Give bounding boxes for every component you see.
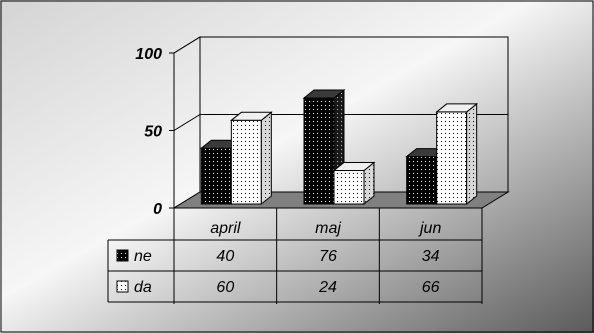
- bar-front: [333, 170, 365, 205]
- legend-label: ne: [134, 248, 152, 265]
- bar-side: [260, 111, 272, 206]
- data-table: april maj jun ne 40 76 34 da 60 24 66: [107, 208, 483, 304]
- data-label: 24: [318, 279, 337, 296]
- category-label: maj: [315, 220, 341, 237]
- legend-label: da: [134, 279, 152, 296]
- bar-side: [466, 102, 478, 206]
- gridline-side: [173, 114, 201, 131]
- bar-top: [435, 103, 479, 113]
- bar-front: [406, 156, 438, 205]
- category-label: jun: [418, 220, 441, 237]
- bar-da-jun: [435, 102, 479, 206]
- y-axis: 0 50 100: [135, 46, 174, 218]
- data-label: 34: [422, 248, 440, 265]
- gridline-side: [173, 36, 201, 54]
- data-label: 66: [422, 279, 440, 296]
- bar-front: [436, 111, 468, 205]
- category-label: april: [210, 220, 241, 237]
- chart-bars: [199, 88, 479, 206]
- data-label: 76: [319, 248, 337, 265]
- y-tick-label: 0: [153, 201, 162, 218]
- y-tick-label: 50: [144, 124, 162, 141]
- bar-front: [230, 119, 262, 205]
- bar-front: [303, 97, 335, 205]
- bar-da-maj: [332, 161, 376, 206]
- bar-top: [229, 111, 273, 121]
- data-label: 40: [216, 248, 234, 265]
- bar-top: [332, 162, 376, 172]
- legend-key-da: [116, 280, 129, 293]
- data-label: 60: [216, 279, 234, 296]
- y-tick-label: 100: [135, 46, 162, 63]
- bar-da-april: [229, 111, 273, 206]
- legend-key-ne: [116, 249, 129, 262]
- bar-front: [200, 147, 232, 205]
- bar-top: [302, 89, 346, 99]
